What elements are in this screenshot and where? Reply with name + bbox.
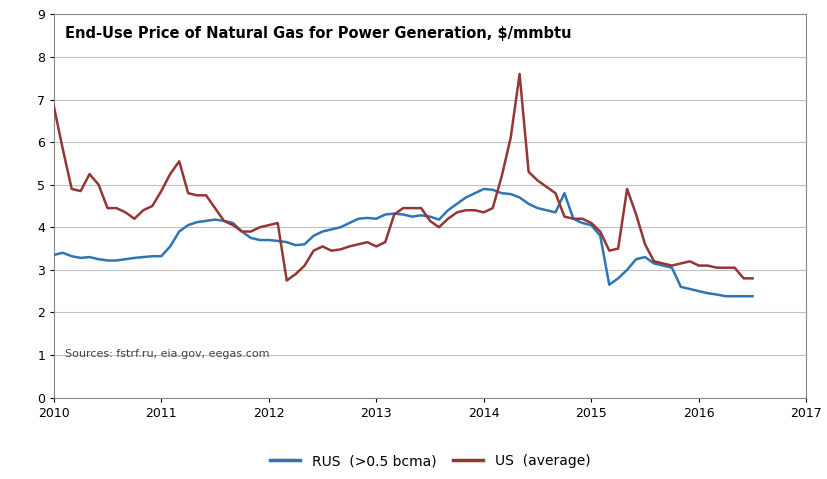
Text: End-Use Price of Natural Gas for Power Generation, $/mmbtu: End-Use Price of Natural Gas for Power G… — [65, 26, 571, 41]
RUS  (>0.5 bcma) — [479, 186, 489, 192]
RUS  (>0.5 bcma) — [336, 224, 346, 230]
Line: RUS  (>0.5 bcma): RUS (>0.5 bcma) — [54, 189, 753, 296]
US  (average) — [219, 218, 229, 224]
US  (average) — [461, 207, 471, 213]
US  (average) — [345, 243, 355, 249]
RUS  (>0.5 bcma) — [721, 293, 731, 299]
US  (average) — [49, 103, 59, 109]
US  (average) — [577, 216, 587, 222]
RUS  (>0.5 bcma) — [327, 227, 337, 232]
Text: Sources: fstrf.ru, eia.gov, eegas.com: Sources: fstrf.ru, eia.gov, eegas.com — [65, 349, 270, 359]
US  (average) — [514, 71, 524, 77]
RUS  (>0.5 bcma) — [452, 201, 462, 207]
Line: US  (average): US (average) — [54, 74, 753, 281]
RUS  (>0.5 bcma) — [237, 228, 247, 234]
US  (average) — [282, 278, 292, 284]
RUS  (>0.5 bcma) — [748, 293, 758, 299]
US  (average) — [748, 275, 758, 281]
US  (average) — [336, 247, 346, 252]
RUS  (>0.5 bcma) — [219, 218, 229, 224]
US  (average) — [237, 228, 247, 234]
Legend: RUS  (>0.5 bcma), US  (average): RUS (>0.5 bcma), US (average) — [270, 454, 590, 468]
RUS  (>0.5 bcma) — [568, 216, 578, 222]
RUS  (>0.5 bcma) — [49, 252, 59, 258]
